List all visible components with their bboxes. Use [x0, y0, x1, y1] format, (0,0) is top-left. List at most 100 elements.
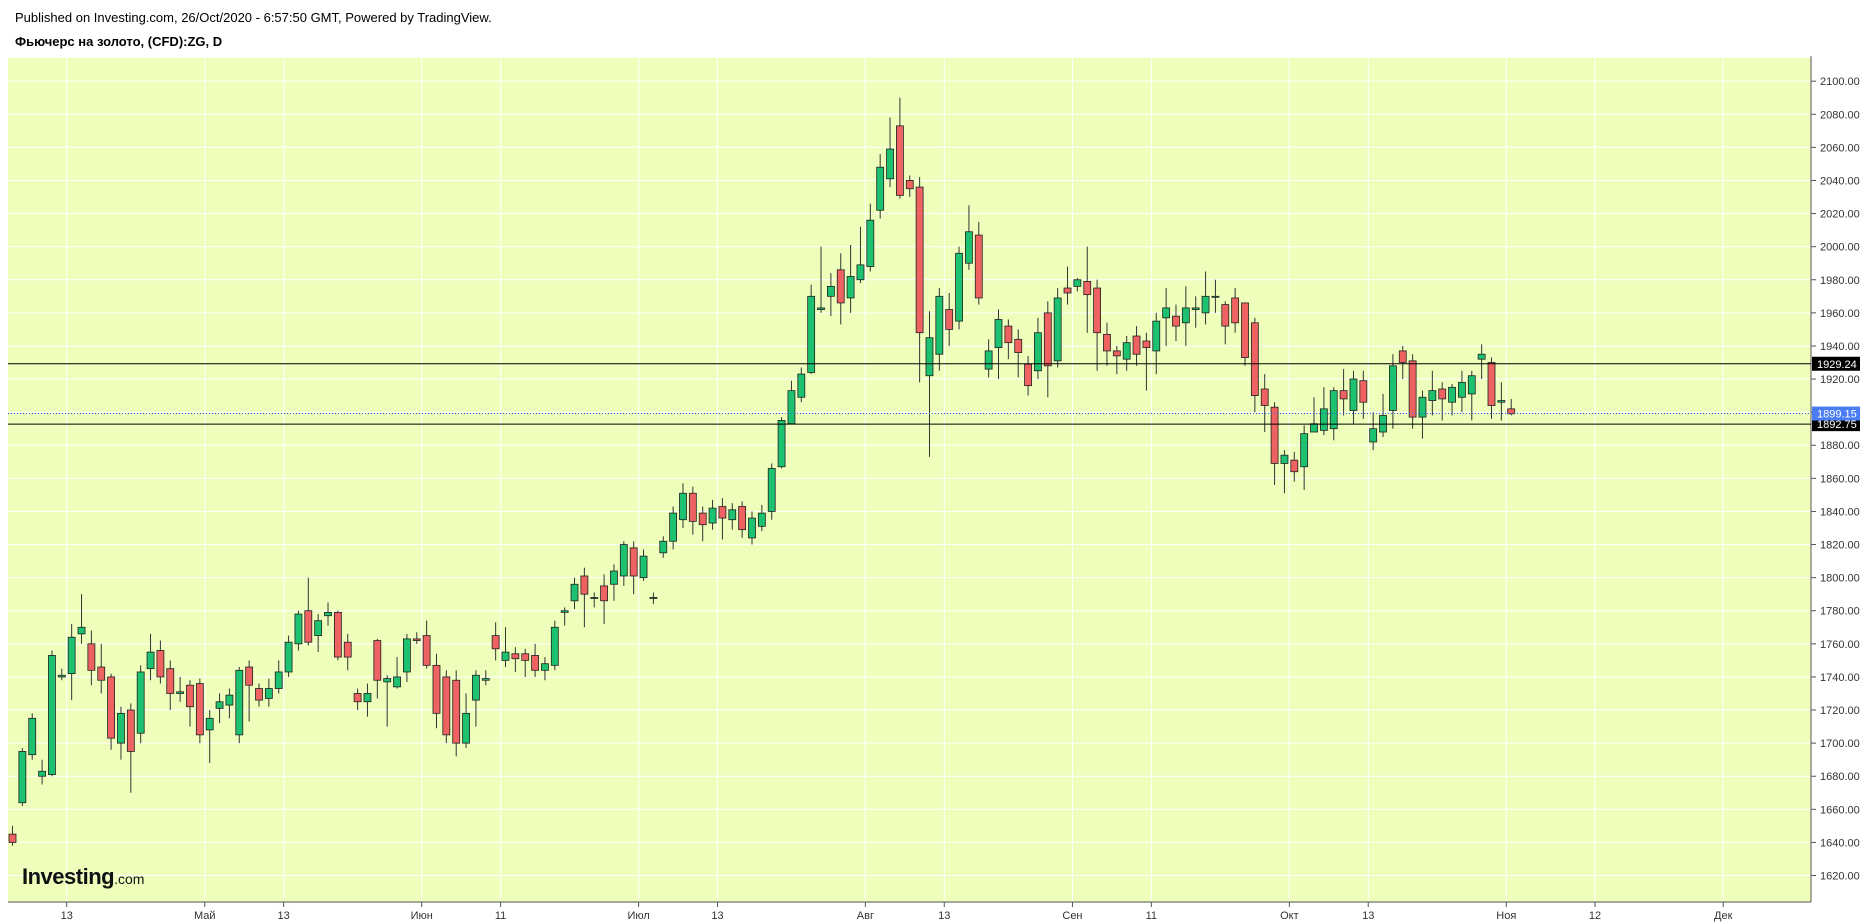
candle-up	[925, 311, 934, 457]
candle-body	[610, 570, 618, 585]
candle-up	[48, 650, 56, 777]
candle-up	[846, 245, 855, 313]
candle-body	[541, 663, 549, 671]
candle-body	[353, 693, 362, 703]
candle-down	[107, 673, 115, 750]
candle-down	[245, 660, 254, 722]
candle-body	[817, 307, 825, 310]
candle-body	[245, 666, 254, 686]
candle-down	[343, 633, 352, 671]
candle-body	[472, 674, 480, 701]
candle-up	[777, 417, 786, 469]
candle-body	[18, 751, 27, 804]
candle-up	[136, 665, 145, 744]
candle-body	[1270, 406, 1279, 464]
candle-body	[718, 506, 727, 519]
candle-body	[481, 678, 490, 681]
candle-up	[797, 367, 806, 403]
candle-body	[1181, 307, 1190, 324]
candle-body	[797, 373, 806, 398]
candle-body	[629, 547, 638, 577]
candle-down	[452, 670, 461, 757]
candle-body	[748, 517, 756, 539]
candle-body	[491, 635, 500, 650]
candle-down	[1132, 326, 1141, 366]
candle-body	[728, 509, 737, 521]
candle-body	[1369, 428, 1378, 443]
candle-down	[688, 486, 697, 535]
candle-body	[383, 678, 392, 683]
candle-down	[195, 678, 204, 744]
candle-up	[639, 549, 648, 581]
candle-body	[560, 610, 569, 613]
y-tick-label: 1820.00	[1820, 540, 1860, 552]
candle-body	[570, 583, 579, 602]
candle-body	[77, 626, 86, 635]
candle-body	[876, 166, 885, 211]
candle-down	[1487, 357, 1496, 419]
candle-up	[728, 503, 737, 530]
candle-down	[1231, 288, 1240, 333]
candle-body	[550, 626, 559, 666]
candle-body	[984, 350, 993, 370]
candle-body	[1329, 390, 1338, 430]
candle-up	[1201, 271, 1210, 325]
candle-body	[343, 641, 352, 658]
candle-up	[1073, 278, 1082, 292]
y-tick-label: 1940.00	[1820, 341, 1860, 353]
candle-body	[1280, 454, 1289, 464]
candle-body	[738, 506, 747, 531]
candle-body	[363, 693, 372, 703]
candle-body	[856, 264, 865, 281]
candle-body	[1241, 302, 1249, 358]
x-tick-label: Июн	[411, 910, 433, 922]
candle-down	[304, 577, 313, 646]
candle-up	[215, 693, 224, 724]
candle-down	[8, 825, 17, 846]
chart-header: Published on Investing.com, 26/Oct/2020 …	[15, 10, 492, 50]
candle-down	[1221, 301, 1230, 345]
y-tick-label: 1960.00	[1820, 308, 1860, 320]
candle-up	[1162, 288, 1171, 346]
candle-up	[324, 602, 332, 626]
candle-body	[1300, 433, 1309, 468]
candle-down	[1103, 322, 1111, 366]
candle-down	[255, 683, 263, 707]
candle-up	[767, 463, 776, 520]
y-tick-label: 2040.00	[1820, 175, 1860, 187]
candle-down	[600, 574, 608, 624]
candle-up	[984, 339, 993, 378]
candle-down	[87, 630, 96, 686]
candle-body	[1250, 322, 1259, 396]
candle-body	[294, 613, 303, 645]
candle-up	[393, 657, 401, 689]
y-tick-label: 1920.00	[1820, 374, 1860, 386]
candle-body	[402, 638, 411, 673]
candle-body	[1408, 360, 1417, 418]
candle-body	[925, 337, 934, 377]
x-tick-label: 13	[938, 910, 950, 922]
candle-up	[935, 288, 944, 371]
y-tick-label: 1720.00	[1820, 705, 1860, 717]
candle-down	[521, 648, 530, 677]
plot-background	[8, 58, 1811, 902]
candle-down	[353, 688, 362, 711]
price-label-box	[1812, 417, 1860, 432]
candle-body	[1053, 297, 1062, 362]
candle-body	[787, 390, 796, 425]
candle-body	[619, 544, 628, 577]
y-tick-label: 1620.00	[1820, 871, 1860, 883]
candle-body	[1221, 304, 1230, 327]
candle-up	[994, 309, 1003, 380]
y-tick-label: 2080.00	[1820, 109, 1860, 121]
candle-body	[886, 148, 894, 180]
candle-down	[511, 647, 520, 672]
candle-up	[274, 660, 283, 694]
candle-up	[876, 153, 885, 219]
candle-body	[1467, 375, 1476, 395]
y-tick-label: 1740.00	[1820, 672, 1860, 684]
candle-up	[560, 607, 569, 626]
x-tick-label: Ноя	[1496, 910, 1516, 922]
candle-down	[1014, 329, 1023, 378]
